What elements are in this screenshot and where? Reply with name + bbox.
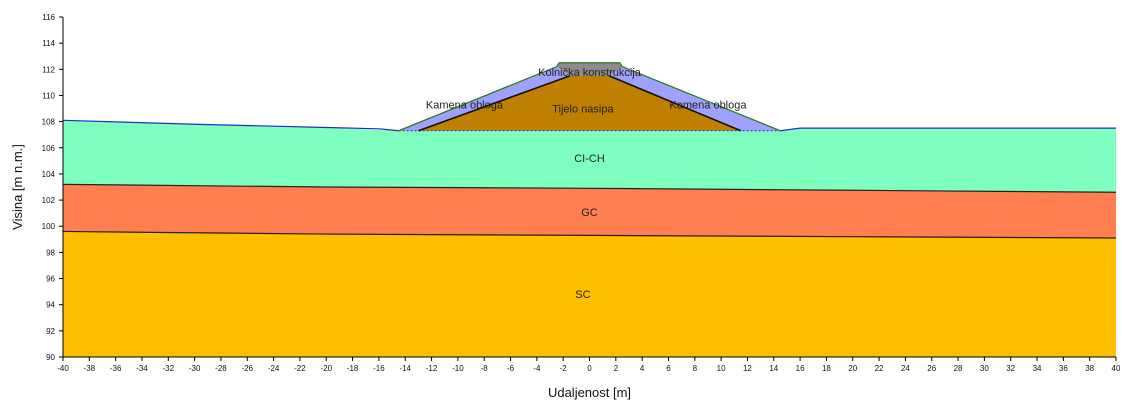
x-tick-label: -40 <box>57 364 69 373</box>
y-tick-label: 90 <box>46 353 55 362</box>
x-tick-label: 6 <box>666 364 671 373</box>
x-tick-label: -12 <box>426 364 438 373</box>
layer-label-kamena-obloga: Kamena obloga <box>426 100 504 112</box>
x-tick-label: 20 <box>848 364 857 373</box>
x-tick-label: -18 <box>347 364 359 373</box>
x-tick-label: 10 <box>717 364 726 373</box>
x-tick-label: -14 <box>399 364 411 373</box>
x-tick-label: -26 <box>241 364 253 373</box>
y-tick-label: 92 <box>46 327 55 336</box>
embankment-inner-line <box>418 75 571 132</box>
x-tick-label: 18 <box>822 364 831 373</box>
y-tick-label: 100 <box>42 222 56 231</box>
y-tick-label: 94 <box>46 301 55 310</box>
x-tick-label: -28 <box>215 364 227 373</box>
layer-label-kamena-obloga: Kamena obloga <box>669 100 747 112</box>
layer-ci-ch-2 <box>63 120 1116 193</box>
x-tick-label: 40 <box>1112 364 1121 373</box>
x-tick-label: -30 <box>189 364 201 373</box>
x-tick-label: 16 <box>796 364 805 373</box>
x-tick-label: 14 <box>769 364 778 373</box>
x-tick-label: -8 <box>481 364 489 373</box>
labels-group: SC GC CI-CH Kamena obloga Kamena obloga Tijel… <box>426 67 747 301</box>
x-tick-label: 36 <box>1059 364 1068 373</box>
layers-group <box>63 62 1116 357</box>
layer-boundary-line <box>62 183 1117 193</box>
layer-tijelo-nasipa-5 <box>418 75 741 131</box>
y-axis-title: Visina [m n.m.] <box>10 144 25 230</box>
layer-kolnicka-konstrukcija-6 <box>556 62 623 76</box>
y-tick-label: 114 <box>42 39 55 48</box>
layer-sc-0 <box>63 231 1116 357</box>
x-tick-label: 0 <box>587 364 592 373</box>
layer-label-kolnicka-konstrukcija: Kolnička konstrukcija <box>538 67 642 79</box>
layer-label-tijelo-nasipa: Tijelo nasipa <box>552 104 614 116</box>
revetment-outer-line <box>398 66 557 132</box>
layer-label-gc: GC <box>581 207 598 219</box>
layer-label-ci-ch: CI-CH <box>574 153 605 165</box>
y-tick-label: 116 <box>42 13 55 22</box>
y-tick-label: 104 <box>42 170 56 179</box>
x-tick-label: -6 <box>507 364 515 373</box>
x-tick-label: 24 <box>901 364 910 373</box>
x-tick-label: -20 <box>320 364 332 373</box>
x-tick-label: 2 <box>614 364 619 373</box>
x-tick-label: 28 <box>954 364 963 373</box>
layer-kamena-obloga-4 <box>609 66 781 131</box>
layer-label-sc: SC <box>575 289 590 301</box>
y-tick-label: 102 <box>42 196 56 205</box>
y-tick-label: 106 <box>42 144 56 153</box>
x-tick-label: 38 <box>1085 364 1094 373</box>
x-tick-label: 12 <box>743 364 752 373</box>
x-tick-label: -10 <box>452 364 464 373</box>
x-tick-label: 34 <box>1033 364 1042 373</box>
layer-gc-1 <box>63 184 1116 238</box>
y-tick-label: 110 <box>42 91 55 100</box>
revetment-outer-line <box>622 66 781 132</box>
axes-group: 9092949698100102104106108110112114116-40… <box>42 13 1121 373</box>
ground-surface-line <box>780 127 1116 132</box>
x-tick-label: -32 <box>163 364 175 373</box>
x-tick-label: -22 <box>294 364 306 373</box>
embankment-inner-line <box>608 75 742 132</box>
layer-kamena-obloga-3 <box>398 66 570 131</box>
x-tick-label: -38 <box>84 364 96 373</box>
x-tick-label: 8 <box>693 364 698 373</box>
x-tick-label: 26 <box>927 364 936 373</box>
x-tick-label: -2 <box>560 364 568 373</box>
x-tick-label: -34 <box>136 364 148 373</box>
x-tick-label: 4 <box>640 364 645 373</box>
y-tick-label: 108 <box>42 118 56 127</box>
x-tick-label: 32 <box>1006 364 1015 373</box>
x-tick-label: 22 <box>875 364 884 373</box>
road-top-line <box>556 62 623 68</box>
x-tick-label: -16 <box>373 364 385 373</box>
y-tick-label: 98 <box>46 248 55 257</box>
x-axis-title: Udaljenost [m] <box>548 385 631 400</box>
outlines-group <box>62 62 1117 239</box>
x-tick-label: -24 <box>268 364 280 373</box>
x-tick-label: -4 <box>533 364 541 373</box>
y-tick-label: 112 <box>42 65 55 74</box>
layer-boundary-line <box>62 230 1117 239</box>
x-tick-label: 30 <box>980 364 989 373</box>
ground-surface-line <box>62 119 399 132</box>
y-tick-label: 96 <box>46 275 55 284</box>
x-tick-label: -36 <box>110 364 122 373</box>
